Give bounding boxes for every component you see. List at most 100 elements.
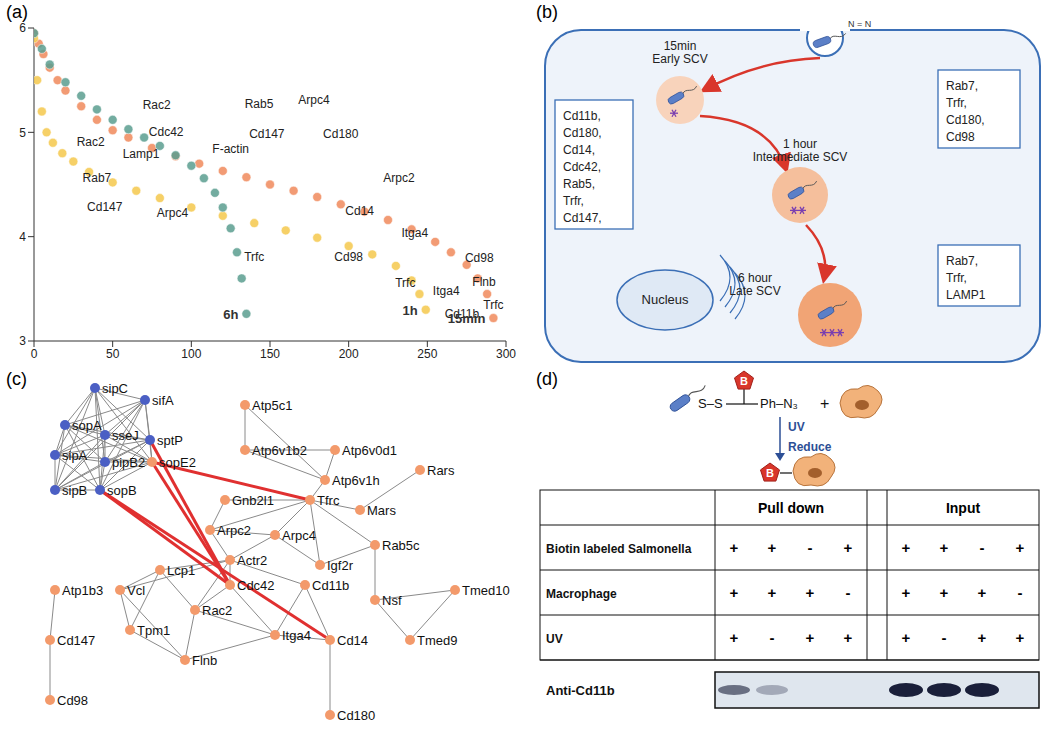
svg-text:Atp5c1: Atp5c1	[252, 398, 292, 413]
svg-text:+: +	[902, 584, 911, 601]
svg-text:Cdc42: Cdc42	[237, 578, 275, 593]
svg-text:Vcl: Vcl	[127, 583, 145, 598]
svg-text:Atp6v0d1: Atp6v0d1	[342, 443, 397, 458]
svg-text:B: B	[740, 375, 748, 387]
svg-text:6h: 6h	[223, 307, 238, 322]
svg-text:Lamp1: Lamp1	[123, 147, 160, 161]
svg-text:Rac2: Rac2	[77, 135, 105, 149]
svg-text:Arpc2: Arpc2	[383, 171, 415, 185]
svg-text:Tpm1: Tpm1	[137, 623, 170, 638]
svg-text:Rab7,: Rab7,	[946, 254, 978, 268]
svg-text:Cd98: Cd98	[334, 250, 363, 264]
svg-text:Cd147: Cd147	[57, 633, 95, 648]
svg-text:Late SCV: Late SCV	[729, 284, 780, 298]
svg-text:Tfrc: Tfrc	[317, 493, 340, 508]
svg-text:3: 3	[19, 334, 26, 348]
svg-text:Rab5: Rab5	[245, 97, 274, 111]
svg-text:sopE2: sopE2	[159, 455, 196, 470]
svg-text:200: 200	[339, 347, 359, 361]
svg-text:UV: UV	[546, 632, 563, 646]
svg-text:Cd11b: Cd11b	[312, 578, 349, 593]
svg-text:+: +	[768, 539, 777, 556]
svg-text:+: +	[978, 629, 987, 646]
svg-text:Cd14,: Cd14,	[563, 143, 595, 157]
svg-text:+: +	[978, 584, 987, 601]
svg-text:sopB: sopB	[107, 483, 137, 498]
svg-text:+: +	[940, 539, 949, 556]
svg-text:Itga4: Itga4	[282, 628, 311, 643]
svg-text:Input: Input	[946, 500, 981, 516]
svg-text:Rab5c: Rab5c	[382, 538, 420, 553]
svg-text:Rab7: Rab7	[83, 171, 112, 185]
svg-text:+: +	[1016, 539, 1025, 556]
svg-text:Rac2: Rac2	[202, 603, 232, 618]
svg-text:sopA: sopA	[72, 418, 102, 433]
svg-text:+: +	[730, 539, 739, 556]
svg-text:Rab7,: Rab7,	[946, 79, 978, 93]
svg-text:Mars: Mars	[367, 503, 396, 518]
svg-text:Atp1b3: Atp1b3	[62, 583, 103, 598]
svg-text:(b): (b)	[536, 2, 558, 22]
svg-text:Tmed9: Tmed9	[417, 633, 457, 648]
svg-text:Cd180: Cd180	[337, 708, 375, 723]
svg-text:F-actin: F-actin	[212, 142, 249, 156]
svg-text:N = N: N = N	[848, 19, 871, 29]
svg-text:Intermediate SCV: Intermediate SCV	[753, 150, 848, 164]
svg-text:+: +	[844, 539, 853, 556]
svg-text:UV: UV	[788, 420, 805, 434]
svg-text:-: -	[942, 629, 947, 646]
svg-text:Itga4: Itga4	[433, 284, 460, 298]
svg-text:50: 50	[106, 347, 120, 361]
svg-text:Cd14: Cd14	[345, 204, 374, 218]
svg-text:Ph–N₃: Ph–N₃	[760, 396, 798, 411]
svg-text:Trfc: Trfc	[395, 276, 415, 290]
svg-text:sipB: sipB	[62, 483, 87, 498]
svg-text:Flnb: Flnb	[472, 275, 496, 289]
svg-text:300: 300	[496, 347, 516, 361]
svg-text:Pull down: Pull down	[758, 500, 824, 516]
svg-text:Reduce: Reduce	[788, 440, 832, 454]
svg-text:Cdc42,: Cdc42,	[563, 160, 601, 174]
svg-text:5: 5	[19, 126, 26, 140]
svg-text:Cd180,: Cd180,	[946, 113, 985, 127]
svg-text:Arpc4: Arpc4	[157, 206, 189, 220]
svg-text:-: -	[770, 629, 775, 646]
svg-text:+: +	[806, 584, 815, 601]
svg-text:Anti-Cd11b: Anti-Cd11b	[546, 683, 615, 698]
svg-text:sseJ: sseJ	[112, 428, 139, 443]
svg-text:1 hour: 1 hour	[783, 137, 817, 151]
svg-text:+: +	[730, 584, 739, 601]
svg-text:(d): (d)	[536, 369, 558, 389]
svg-text:Macrophage: Macrophage	[546, 587, 617, 601]
svg-text:+: +	[902, 539, 911, 556]
svg-text:Cd180,: Cd180,	[563, 126, 602, 140]
svg-text:+: +	[820, 395, 829, 412]
svg-text:Arpc4: Arpc4	[298, 93, 330, 107]
svg-text:250: 250	[417, 347, 437, 361]
svg-text:Rars: Rars	[427, 463, 455, 478]
svg-text:Rac2: Rac2	[143, 98, 171, 112]
svg-text:S–S: S–S	[698, 396, 723, 411]
svg-text:Actr2: Actr2	[237, 553, 267, 568]
svg-text:Cd180: Cd180	[323, 127, 359, 141]
svg-text:Trfr,: Trfr,	[946, 271, 967, 285]
svg-text:0: 0	[31, 347, 38, 361]
svg-text:Atp6v1b2: Atp6v1b2	[252, 443, 307, 458]
svg-text:+: +	[902, 629, 911, 646]
svg-text:Trfr,: Trfr,	[946, 96, 967, 110]
svg-text:Biotin labeled Salmonella: Biotin labeled Salmonella	[546, 542, 692, 556]
svg-text:Nsf: Nsf	[382, 593, 402, 608]
svg-text:-: -	[1018, 584, 1023, 601]
svg-text:Trfc: Trfc	[244, 250, 264, 264]
svg-text:Trfc: Trfc	[483, 298, 503, 312]
svg-text:Cd147: Cd147	[249, 127, 285, 141]
svg-text:Early SCV: Early SCV	[652, 52, 707, 66]
svg-text:Cd98: Cd98	[946, 130, 975, 144]
svg-text:Cd98: Cd98	[57, 693, 88, 708]
svg-text:B: B	[766, 467, 774, 479]
svg-text:Atp6v1h: Atp6v1h	[332, 473, 380, 488]
svg-text:+: +	[1016, 629, 1025, 646]
svg-text:sptP: sptP	[157, 433, 183, 448]
svg-text:sipC: sipC	[102, 381, 128, 396]
svg-text:6: 6	[19, 21, 26, 35]
